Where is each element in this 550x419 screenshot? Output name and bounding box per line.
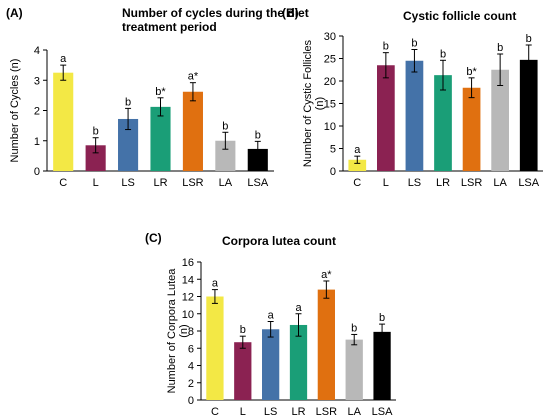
chart1-bar-lr: [150, 106, 171, 171]
chart3-y-tick-label: 2: [188, 378, 194, 390]
chart1-bar-lsa: [247, 148, 268, 171]
chart3-panel-letter: (C): [145, 231, 162, 245]
chart3-y-tick-label: 12: [182, 292, 194, 304]
chart2-panel-letter: (B): [282, 6, 299, 20]
chart2-y-tick-label: 25: [324, 54, 336, 66]
chart3-bar-ls: [262, 329, 280, 400]
chart1-x-tick-label: LR: [153, 177, 167, 189]
chart3-y-axis-label: Number of Corpora Lutea: [166, 268, 178, 394]
chart2-y-tick-label: 20: [324, 76, 336, 88]
chart1-bar-lsr: [182, 91, 203, 171]
chart3-x-tick-label: LSR: [316, 406, 337, 418]
chart1-title: Number of cycles during the diet: [122, 6, 309, 20]
chart2-y-axis-label: Number of Cystic Follicles: [302, 39, 314, 167]
chart2-sig-label: b: [383, 41, 389, 53]
chart1-x-tick-label: LSA: [247, 177, 268, 189]
chart2-sig-label: b: [440, 48, 446, 60]
chart3-y-tick-label: 0: [188, 395, 194, 407]
chart1-sig-label: a: [60, 53, 67, 65]
chart1-sig-label: b*: [155, 86, 166, 98]
chart3-bar-lsa: [373, 331, 391, 400]
chart3-bar-la: [345, 339, 363, 400]
chart2-x-tick-label: LSR: [461, 177, 482, 189]
chart1-y-axis-label: Number of Cycles (n): [9, 59, 21, 163]
chart3-sig-label: b: [379, 312, 385, 324]
chart1-x-tick-label: LS: [121, 177, 134, 189]
chart1-bar-la: [215, 140, 236, 171]
chart3-bar-lr: [289, 324, 308, 400]
chart1-x-tick-label: LSR: [182, 177, 203, 189]
chart2-bar-ls: [405, 60, 424, 171]
chart3-y-axis-label: (n): [178, 324, 190, 337]
chart3-title: Corpora lutea count: [222, 234, 336, 248]
chart1-sig-label: a*: [188, 71, 199, 83]
chart1-x-tick-label: L: [93, 177, 99, 189]
chart1-sig-label: b: [222, 120, 228, 132]
chart2-x-tick-label: L: [383, 177, 389, 189]
chart2-bar-c: [348, 159, 367, 171]
chart2-sig-label: b: [526, 33, 532, 45]
chart3-sig-label: b: [351, 322, 357, 334]
chart1-bar-l: [85, 145, 106, 171]
chart2-sig-label: b: [411, 38, 417, 50]
chart1-x-tick-label: LA: [219, 177, 233, 189]
chart2-x-tick-label: LA: [493, 177, 507, 189]
chart3-x-tick-label: C: [211, 406, 219, 418]
chart2-y-tick-label: 15: [324, 99, 336, 111]
chart2-bar-lsr: [462, 87, 481, 171]
chart3-bar-lsr: [317, 289, 335, 400]
chart3-bar-l: [234, 342, 252, 400]
chart3-sig-label: a*: [321, 269, 332, 281]
chart1-y-tick-label: 2: [34, 106, 40, 118]
chart3-sig-label: b: [240, 324, 246, 336]
chart3-sig-label: a: [212, 278, 219, 290]
chart3-x-tick-label: LSA: [372, 406, 393, 418]
chart2-x-tick-label: LSA: [518, 177, 539, 189]
chart1-title: treatment period: [122, 20, 217, 34]
chart1-y-tick-label: 3: [34, 75, 40, 87]
chart1-x-tick-label: C: [59, 177, 67, 189]
chart1-sig-label: b: [125, 96, 131, 108]
chart1-y-tick-label: 1: [34, 136, 40, 148]
chart3-y-tick-label: 6: [188, 343, 194, 355]
chart2-title: Cystic follicle count: [403, 9, 516, 23]
chart1-bar-c: [53, 72, 74, 171]
chart2-sig-label: b*: [466, 66, 477, 78]
chart3-sig-label: a: [295, 302, 302, 314]
chart1-sig-label: b: [93, 126, 99, 138]
chart2-x-tick-label: LS: [408, 177, 421, 189]
chart3-x-tick-label: LR: [291, 406, 305, 418]
chart1-y-tick-label: 4: [34, 45, 40, 57]
chart2-sig-label: b: [497, 42, 503, 54]
chart2-bar-l: [377, 65, 395, 171]
chart3-bar-c: [206, 296, 224, 400]
chart3-x-tick-label: L: [240, 406, 246, 418]
chart3-x-tick-label: LS: [264, 406, 277, 418]
chart3-y-tick-label: 10: [182, 309, 194, 321]
chart1-bar-ls: [118, 118, 139, 171]
chart2-x-tick-label: C: [353, 177, 361, 189]
chart2-bar-lsa: [519, 59, 538, 171]
chart2-bar-lr: [434, 75, 452, 171]
chart3-y-tick-label: 14: [182, 274, 194, 286]
chart2-x-tick-label: LR: [436, 177, 450, 189]
chart2-y-axis-label: (n): [314, 97, 326, 110]
chart1-panel-letter: (A): [6, 6, 23, 20]
chart2-y-tick-label: 5: [330, 144, 336, 156]
chart2-bar-la: [491, 69, 509, 171]
chart2-y-tick-label: 10: [324, 121, 336, 133]
chart2-y-tick-label: 0: [330, 166, 336, 178]
chart3-sig-label: a: [268, 310, 275, 322]
chart2-sig-label: a: [354, 144, 361, 156]
chart3-y-tick-label: 8: [188, 326, 194, 338]
chart3-y-tick-label: 16: [182, 257, 194, 269]
chart1-sig-label: b: [255, 129, 261, 141]
chart2-y-tick-label: 30: [324, 31, 336, 43]
chart3-y-tick-label: 4: [188, 361, 194, 373]
chart1-y-tick-label: 0: [34, 166, 40, 178]
chart3-x-tick-label: LA: [347, 406, 361, 418]
